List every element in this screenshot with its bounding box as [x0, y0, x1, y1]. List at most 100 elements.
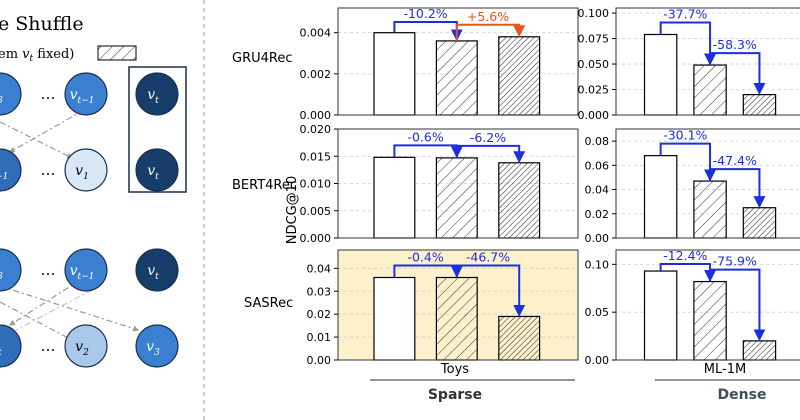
ellipsis: … [41, 85, 56, 103]
dataset-label-ml1m: ML-1M [704, 362, 746, 377]
tick-label: 0.005 [300, 205, 332, 218]
chart-sasrec-toys: 0.00 0.01 0.02 0.03 0.04 -0.4% -46.7% [307, 249, 579, 367]
bar-original [643, 33, 678, 116]
node-label: vt [147, 263, 159, 282]
shuffle-arrow [0, 285, 140, 332]
tick-label: 0.010 [300, 178, 332, 191]
node-circle [0, 324, 22, 368]
node-label: vt [0, 339, 2, 358]
tick-label: 0.06 [585, 159, 610, 172]
plot-frame [615, 128, 800, 239]
node-circle [64, 324, 108, 368]
tick-label: 0.10 [585, 258, 610, 271]
ellipsis: … [41, 261, 56, 279]
sequence-node: vt [0, 324, 22, 368]
change-label: -12.4% [663, 248, 707, 263]
node-label: vt [147, 163, 159, 182]
fixed-item-box [128, 66, 187, 193]
sequence-node: v2 [64, 324, 108, 368]
change-label: -0.4% [407, 250, 443, 265]
tick-label: 0.000 [578, 109, 610, 122]
bar-shuffled-fixed [498, 36, 541, 116]
bar-original [373, 156, 416, 239]
change-arrow [709, 52, 766, 96]
sequence-node: vt−1 [0, 148, 22, 192]
ellipsis: … [41, 161, 56, 179]
change-label: -0.6% [407, 129, 443, 144]
charts: 0.000 0.002 0.004 -10.2% +5.6% 0.000 0.025 0.05… [300, 6, 800, 367]
tick-label: 0.05 [585, 306, 610, 319]
model-label-gru4rec: GRU4Rec [232, 51, 293, 66]
sequence-node: v3 [0, 72, 22, 116]
node-circle [64, 248, 108, 292]
tick-label: 0.00 [307, 354, 332, 367]
sequence-node: v3 [0, 248, 22, 292]
shuffle-arrow [8, 109, 85, 153]
bar-shuffled-fixed [742, 340, 777, 361]
illustration-subtitle: em vt fixed) [0, 47, 74, 64]
sequence-node: v1 [64, 148, 108, 192]
sequence-node: vt [135, 248, 179, 292]
shuffle-arrow [8, 279, 81, 326]
tick-label: 0.100 [578, 7, 610, 20]
node-circle [135, 248, 179, 292]
change-label: -30.1% [663, 128, 707, 143]
tick-label: 0.01 [307, 331, 332, 344]
chart-sasrec-ml1m: 0.00 0.05 0.10 -12.4% -75.9% [585, 248, 800, 367]
dense-label: Dense [718, 387, 767, 403]
illustration-title: e Shuffle [0, 13, 84, 35]
sequence-node: vt−1 [64, 72, 108, 116]
tick-label: 0.025 [578, 84, 610, 97]
tick-label: 0.015 [300, 150, 332, 163]
bar-shuffled-fixed [498, 315, 541, 361]
hatch-legend-swatch [97, 45, 137, 61]
node-label: vt−1 [0, 163, 8, 182]
node-label: v3 [0, 263, 3, 282]
plot-frame [337, 249, 579, 361]
bar-shuffled-fixed [498, 162, 541, 239]
node-circle [135, 72, 179, 116]
change-label: -10.2% [403, 6, 447, 21]
sequence-node: vt [135, 72, 179, 116]
change-arrow [455, 23, 526, 41]
change-label: -46.7% [466, 250, 510, 265]
node-circle [135, 324, 179, 368]
sequence-node: v3 [135, 324, 179, 368]
plot-frame [615, 7, 800, 116]
node-circle [64, 72, 108, 116]
model-label-bert4rec: BERT4Rec [232, 178, 297, 193]
change-label: -75.9% [713, 254, 757, 269]
bar-shuffled [693, 180, 727, 239]
chart-gru4rec-toys: 0.000 0.002 0.004 -10.2% +5.6% [300, 6, 579, 122]
tick-label: 0.000 [300, 109, 332, 122]
change-arrow [709, 268, 766, 342]
tick-label: 0.075 [578, 33, 610, 46]
bar-shuffled [435, 157, 478, 239]
chart-bert4rec-ml1m: 0.00 0.02 0.04 0.06 0.08 -30.1% -47.4% [585, 128, 800, 245]
plot-frame [615, 249, 800, 361]
bar-shuffled [693, 280, 727, 361]
tick-label: 0.02 [307, 308, 332, 321]
bar-original [643, 270, 678, 361]
bar-shuffled [693, 64, 727, 116]
change-arrow [659, 21, 717, 66]
tick-label: 0.04 [307, 262, 332, 275]
change-arrow [455, 144, 526, 164]
change-label: +5.6% [467, 9, 509, 24]
ellipsis: … [41, 337, 56, 355]
bar-original [373, 32, 416, 116]
sequence-node: vt−1 [64, 248, 108, 292]
node-circle [0, 72, 22, 116]
model-label-sasrec: SASRec [244, 296, 293, 311]
change-label: -58.3% [713, 37, 757, 52]
bar-original [643, 155, 678, 239]
tick-label: 0.00 [585, 232, 610, 245]
node-circle [135, 148, 179, 192]
shuffle-illustration: e Shuffle em vt fixed) … v3 vt−1 vt … vt−1 v1 v… [0, 13, 187, 368]
tick-label: 0.002 [300, 68, 332, 81]
chart-bert4rec-toys: 0.000 0.005 0.010 0.015 0.020 -0.6% -6.2% [300, 123, 579, 245]
bar-shuffled-fixed [742, 207, 777, 239]
tick-label: 0.00 [585, 354, 610, 367]
tick-label: 0.000 [300, 232, 332, 245]
